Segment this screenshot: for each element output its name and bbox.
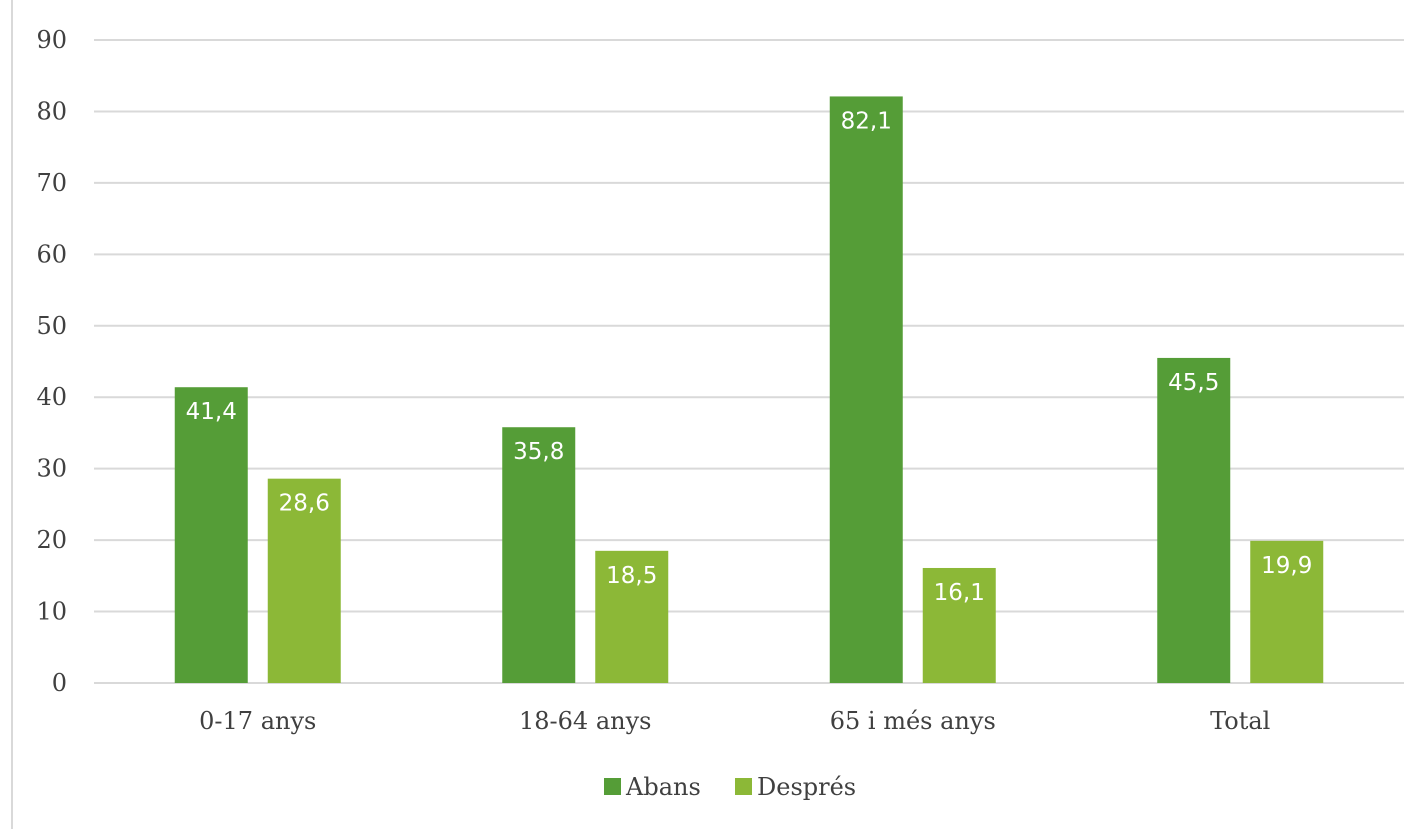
y-tick-label: 60 — [36, 240, 67, 268]
x-category-label: Total — [1210, 707, 1270, 735]
data-label: 18,5 — [606, 563, 657, 589]
data-label: 19,9 — [1261, 553, 1312, 579]
y-tick-label: 40 — [36, 383, 67, 411]
bar-despr-s-2 — [595, 550, 669, 683]
bars: 41,4 28,6 35,8 18,5 82,1 16,1 45,5 19,9 — [174, 96, 1324, 684]
legend-label: Abans — [625, 773, 701, 801]
bar-despr-s-3 — [922, 567, 996, 683]
data-label: 35,8 — [513, 439, 564, 465]
y-tick-label: 90 — [36, 26, 67, 54]
y-tick-label: 0 — [52, 669, 67, 697]
bar-abans-2 — [502, 427, 576, 683]
bar-abans-3 — [829, 96, 903, 684]
y-axis-tick-labels: 0 10 20 30 40 50 60 70 80 90 — [36, 26, 67, 697]
data-label: 16,1 — [934, 580, 985, 606]
y-tick-label: 50 — [36, 312, 67, 340]
legend-label: Després — [757, 773, 856, 801]
x-category-label: 65 i més anys — [830, 707, 996, 735]
bar-abans-4 — [1157, 357, 1231, 683]
legend-swatch — [604, 778, 621, 795]
x-axis-category-labels: 0-17 anys 18-64 anys 65 i més anys Total — [199, 707, 1270, 735]
data-label: 82,1 — [841, 108, 892, 134]
y-tick-label: 20 — [36, 526, 67, 554]
x-category-label: 0-17 anys — [199, 707, 316, 735]
data-label: 28,6 — [279, 491, 330, 517]
bar-abans-1 — [174, 387, 248, 683]
legend: Abans Després — [604, 773, 856, 801]
y-tick-label: 10 — [36, 598, 67, 626]
x-category-label: 18-64 anys — [519, 707, 651, 735]
bar-despr-s-1 — [267, 478, 341, 683]
y-tick-label: 70 — [36, 169, 67, 197]
legend-swatch — [735, 778, 752, 795]
y-tick-label: 80 — [36, 97, 67, 125]
bar-despr-s-4 — [1250, 540, 1324, 683]
y-tick-label: 30 — [36, 455, 67, 483]
data-label: 45,5 — [1168, 370, 1219, 396]
data-label: 41,4 — [186, 399, 237, 425]
